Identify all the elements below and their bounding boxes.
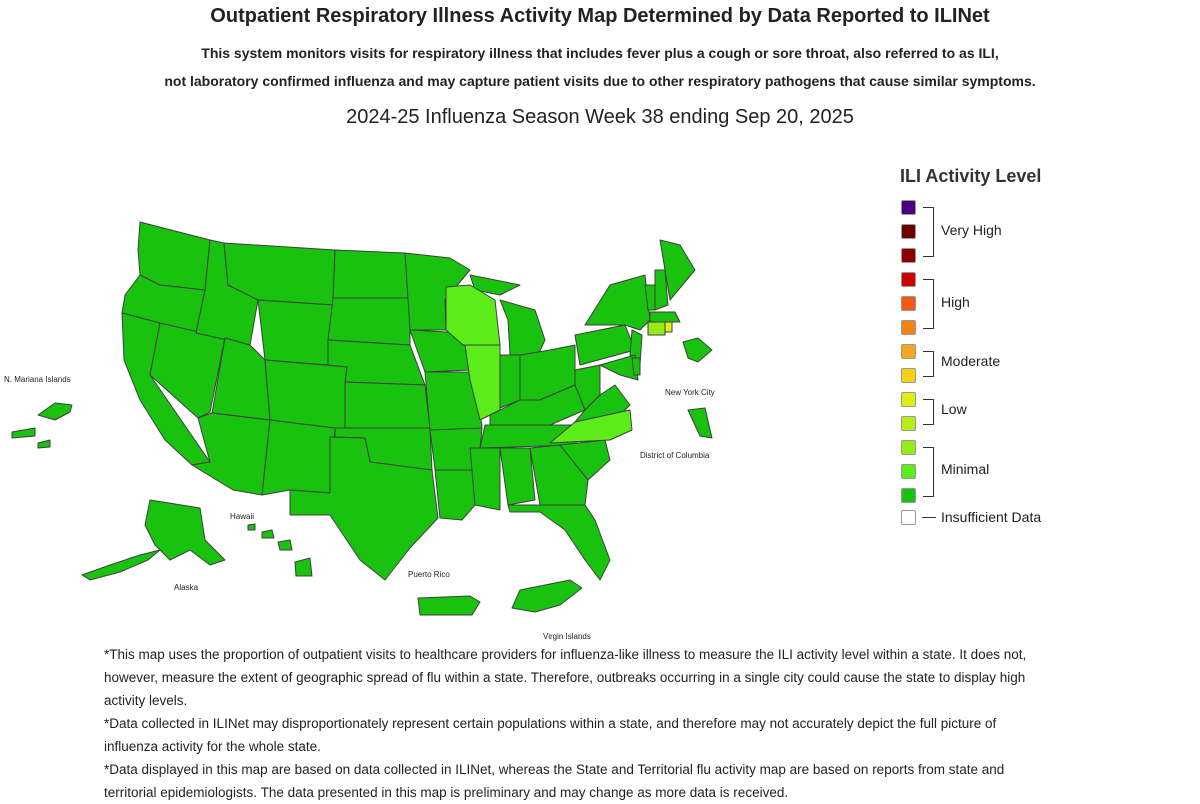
legend-bracket-minimal: [923, 447, 934, 497]
legend-dash-insufficient: [922, 517, 936, 518]
state-new-mexico[interactable]: [261, 419, 336, 496]
legend-swatch-moderate-2: [901, 344, 916, 359]
state-alabama[interactable]: [499, 447, 536, 506]
footnotes: *This map uses the proportion of outpati…: [104, 643, 1054, 804]
legend-title: ILI Activity Level: [900, 166, 1042, 186]
week-label: 2024-25 Influenza Season Week 38 ending …: [346, 106, 854, 128]
legend-label-low: Low: [941, 401, 967, 417]
territory-northern-mariana-islands[interactable]: [11, 402, 73, 449]
state-maryland[interactable]: [599, 354, 639, 381]
territory-virgin-islands[interactable]: [511, 579, 583, 613]
district-of-columbia[interactable]: [682, 337, 713, 363]
legend-label-minimal: Minimal: [941, 461, 990, 477]
state-indiana[interactable]: [499, 354, 521, 409]
legend-label-very-high: Very High: [941, 222, 1002, 238]
legend-swatch-moderate-1: [901, 368, 916, 383]
label-alaska: Alaska: [174, 583, 199, 592]
legend-bracket-very-high: [923, 207, 934, 257]
page-title: Outpatient Respiratory Illness Activity …: [210, 5, 990, 27]
label-n-mariana-islands: N. Mariana Islands: [4, 375, 71, 384]
legend-bracket-moderate: [923, 351, 934, 377]
legend-swatch-very-high-3: [901, 200, 916, 215]
legend-bracket-high: [923, 279, 934, 329]
legend-label-moderate: Moderate: [941, 353, 1001, 369]
state-maine[interactable]: [659, 239, 696, 301]
legend-swatch-very-high-2: [901, 224, 916, 239]
legend-swatch-minimal-1: [901, 488, 916, 503]
legend-swatch-low-2: [901, 392, 916, 407]
label-hawaii: Hawaii: [230, 512, 255, 521]
legend-swatch-minimal-3: [901, 440, 916, 455]
state-new-hampshire[interactable]: [654, 269, 669, 311]
legend-swatch-low-1: [901, 416, 916, 431]
state-rhode-island[interactable]: [664, 321, 673, 333]
state-georgia[interactable]: [529, 444, 589, 506]
state-kansas[interactable]: [344, 381, 431, 429]
footnote-1: *This map uses the proportion of outpati…: [104, 647, 1027, 708]
legend-swatch-minimal-2: [901, 464, 916, 479]
subtitle-line-2: not laboratory confirmed influenza and m…: [164, 73, 1036, 89]
legend-label-high: High: [941, 294, 970, 310]
state-south-carolina[interactable]: [559, 439, 611, 481]
city-new-york-city[interactable]: [687, 407, 713, 439]
subtitle-line-1: This system monitors visits for respirat…: [201, 45, 999, 61]
state-wisconsin[interactable]: [445, 284, 501, 346]
state-louisiana[interactable]: [434, 469, 479, 521]
footnote-2: *Data collected in ILINet may disproport…: [104, 716, 997, 754]
label-district-of-columbia: District of Columbia: [640, 451, 710, 460]
state-illinois[interactable]: [464, 344, 501, 421]
state-texas[interactable]: [289, 436, 439, 581]
legend-swatch-very-high-1: [901, 248, 916, 263]
state-new-york[interactable]: [584, 274, 651, 331]
legend-swatch-insufficient-data: [901, 510, 916, 525]
state-north-carolina[interactable]: [549, 409, 633, 444]
state-florida[interactable]: [507, 504, 611, 581]
legend-bracket-low: [923, 399, 934, 425]
state-massachusetts[interactable]: [649, 311, 681, 323]
legend: ILI Activity Level Very High High Modera…: [895, 160, 1195, 540]
legend-swatch-high-3: [901, 272, 916, 287]
state-connecticut[interactable]: [647, 321, 666, 336]
state-delaware[interactable]: [631, 357, 641, 376]
label-virgin-islands: Virgin Islands: [543, 632, 591, 641]
legend-swatch-high-1: [901, 320, 916, 335]
state-alaska[interactable]: [81, 499, 226, 581]
legend-swatch-high-2: [901, 296, 916, 311]
territory-puerto-rico[interactable]: [417, 595, 481, 616]
state-hawaii[interactable]: [247, 523, 313, 577]
state-wyoming[interactable]: [257, 299, 334, 366]
footnote-3: *Data displayed in this map are based on…: [104, 762, 1005, 800]
state-south-dakota[interactable]: [327, 297, 411, 346]
label-new-york-city: New York City: [665, 388, 715, 397]
state-north-dakota[interactable]: [332, 249, 411, 299]
label-puerto-rico: Puerto Rico: [408, 570, 450, 579]
legend-label-insufficient-data: Insufficient Data: [941, 509, 1042, 525]
ili-activity-map: [11, 221, 713, 616]
state-mississippi[interactable]: [469, 447, 501, 511]
